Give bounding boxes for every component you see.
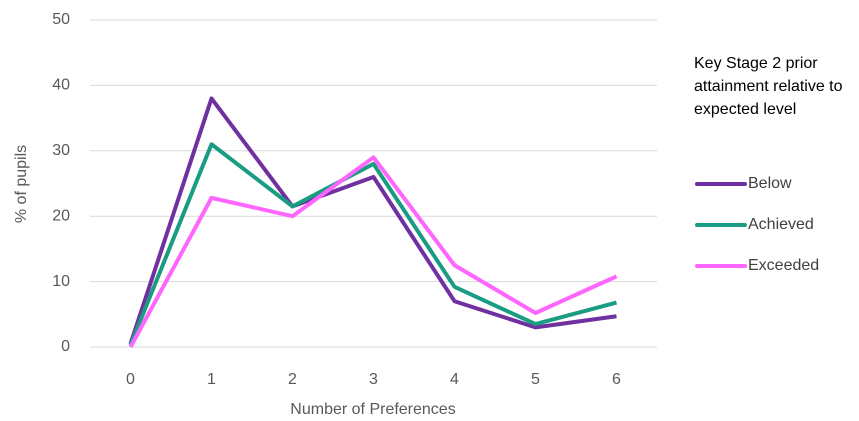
series-line: [128, 96, 617, 345]
series-line: [128, 142, 618, 346]
series-line: [128, 155, 618, 348]
y-tick-label: 40: [52, 77, 70, 94]
x-tick-label: 0: [126, 371, 135, 388]
y-tick-label: 0: [61, 338, 70, 355]
y-tick-label: 50: [52, 11, 70, 28]
legend-title: Key Stage 2 prior attainment relative to…: [694, 55, 843, 118]
y-tick-label: 10: [52, 273, 70, 290]
x-tick-label: 1: [207, 371, 216, 388]
legend-label: Below: [748, 175, 792, 192]
x-tick-label: 3: [369, 371, 378, 388]
x-tick-label: 2: [288, 371, 297, 388]
y-axis-label: % of pupils: [13, 145, 30, 223]
x-axis-label: Number of Preferences: [290, 401, 455, 418]
x-tick-label: 4: [450, 371, 459, 388]
y-tick-label: 30: [52, 142, 70, 159]
legend-label: Exceeded: [748, 257, 819, 274]
x-tick-label: 5: [531, 371, 540, 388]
x-tick-label: 6: [612, 371, 621, 388]
legend-label: Achieved: [748, 216, 814, 233]
y-tick-label: 20: [52, 207, 70, 224]
